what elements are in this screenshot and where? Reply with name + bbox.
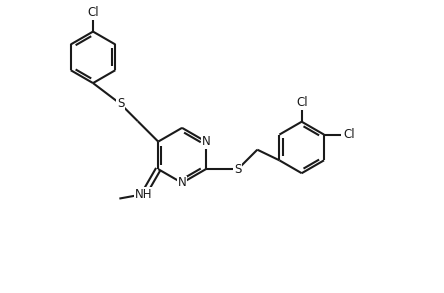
Text: Cl: Cl [343,128,355,141]
Text: N: N [202,135,210,148]
Text: S: S [117,98,124,110]
Text: Cl: Cl [296,96,308,109]
Text: NH: NH [135,188,153,201]
Text: Cl: Cl [87,6,99,19]
Text: S: S [234,163,242,176]
Text: N: N [178,176,186,189]
